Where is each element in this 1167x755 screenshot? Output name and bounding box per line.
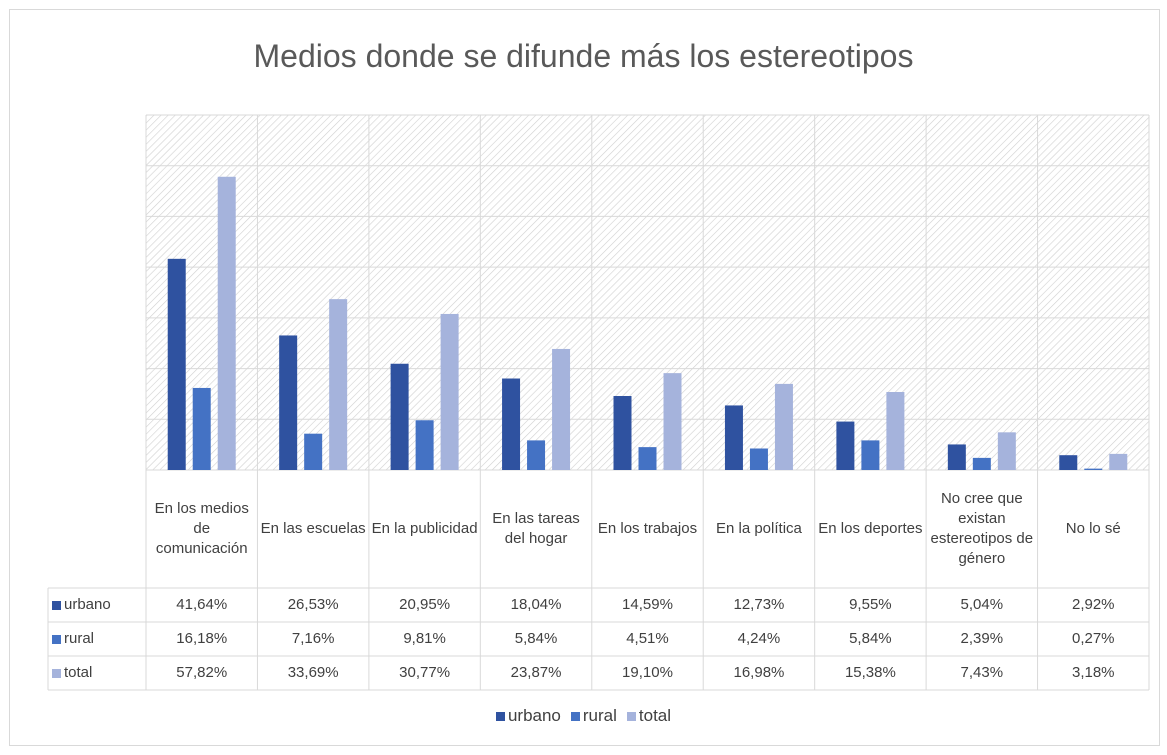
- data-label: 26,53%: [287, 596, 339, 613]
- legend-item: rural: [570, 706, 617, 726]
- bar: [390, 363, 409, 470]
- bar: [663, 373, 682, 470]
- legend-label: rural: [582, 706, 617, 725]
- category-label: No lo sé: [1065, 520, 1121, 537]
- bar: [638, 447, 657, 470]
- chart-title: Medios donde se difunde más los estereot…: [253, 38, 914, 74]
- data-label: 7,16%: [291, 630, 335, 647]
- bar: [749, 448, 768, 470]
- row-header: urbano: [48, 588, 146, 622]
- data-label: 2,39%: [960, 630, 1004, 647]
- data-label: 7,43%: [960, 664, 1004, 681]
- legend-label: urbano: [507, 706, 561, 725]
- data-label: 9,81%: [403, 630, 446, 647]
- category-label: En los deportes: [818, 520, 923, 537]
- row-label: total: [64, 664, 93, 681]
- legend-swatch: [52, 600, 61, 610]
- bar: [415, 420, 434, 470]
- data-label: 41,64%: [176, 596, 228, 613]
- legend-item: total: [626, 706, 672, 726]
- bar: [774, 383, 793, 470]
- bar: [886, 392, 905, 470]
- bar: [217, 176, 236, 470]
- data-label: 16,98%: [733, 664, 785, 681]
- data-label: 4,24%: [737, 630, 781, 647]
- data-label: 19,10%: [622, 664, 673, 681]
- bar: [552, 348, 571, 470]
- bar: [1109, 453, 1128, 470]
- legend-swatch: [626, 712, 636, 721]
- category-label: En los trabajos: [597, 520, 698, 537]
- bar: [724, 405, 743, 470]
- bar: [527, 440, 546, 470]
- data-label: 30,77%: [399, 664, 451, 681]
- bar: [440, 313, 459, 470]
- category-label: En las escuelas: [260, 520, 366, 537]
- bar: [861, 440, 880, 470]
- category-label: No cree que existan estereotipos de géne…: [930, 490, 1034, 567]
- data-label: 33,69%: [287, 664, 339, 681]
- bar: [502, 378, 521, 470]
- data-label: 5,04%: [960, 596, 1004, 613]
- bar: [972, 457, 991, 470]
- bar: [329, 299, 348, 470]
- data-label: 14,59%: [622, 596, 673, 613]
- bar: [613, 396, 632, 470]
- row-label: rural: [64, 630, 95, 647]
- row-header: total: [48, 656, 146, 690]
- legend-swatch: [52, 668, 61, 678]
- data-label: 12,73%: [733, 596, 785, 613]
- data-label: 16,18%: [176, 630, 228, 647]
- legend: urbano rural total: [0, 706, 1167, 726]
- category-label: En la política: [715, 520, 802, 537]
- category-label: En las tareas del hogar: [492, 510, 580, 547]
- data-label: 3,18%: [1071, 664, 1115, 681]
- data-label: 18,04%: [510, 596, 562, 613]
- data-label: 5,84%: [849, 630, 892, 647]
- bar: [167, 258, 186, 470]
- bar: [1084, 468, 1103, 470]
- bar: [836, 421, 855, 470]
- bar: [947, 444, 966, 470]
- bar: [192, 387, 211, 470]
- row-header: rural: [48, 622, 146, 656]
- category-label: En la publicidad: [371, 520, 478, 537]
- plot-background: [146, 115, 1149, 470]
- legend-item: urbano: [495, 706, 561, 726]
- data-label: 23,87%: [510, 664, 562, 681]
- data-label: 0,27%: [1071, 630, 1115, 647]
- legend-swatch: [495, 712, 505, 721]
- data-label: 9,55%: [849, 596, 892, 613]
- legend-swatch: [570, 712, 580, 721]
- data-label: 5,84%: [514, 630, 558, 647]
- bar: [304, 433, 323, 470]
- data-label: 4,51%: [626, 630, 669, 647]
- bar: [1059, 455, 1078, 470]
- data-label: 20,95%: [399, 596, 451, 613]
- category-label: En los medios de comunicación: [154, 500, 249, 557]
- legend-label: total: [638, 706, 672, 725]
- data-label: 57,82%: [176, 664, 228, 681]
- bar: [997, 432, 1016, 470]
- data-label: 15,38%: [844, 664, 896, 681]
- legend-swatch: [52, 634, 61, 644]
- bar: [279, 335, 298, 470]
- frame: [9, 9, 1160, 746]
- row-label: urbano: [64, 596, 111, 613]
- data-label: 2,92%: [1071, 596, 1115, 613]
